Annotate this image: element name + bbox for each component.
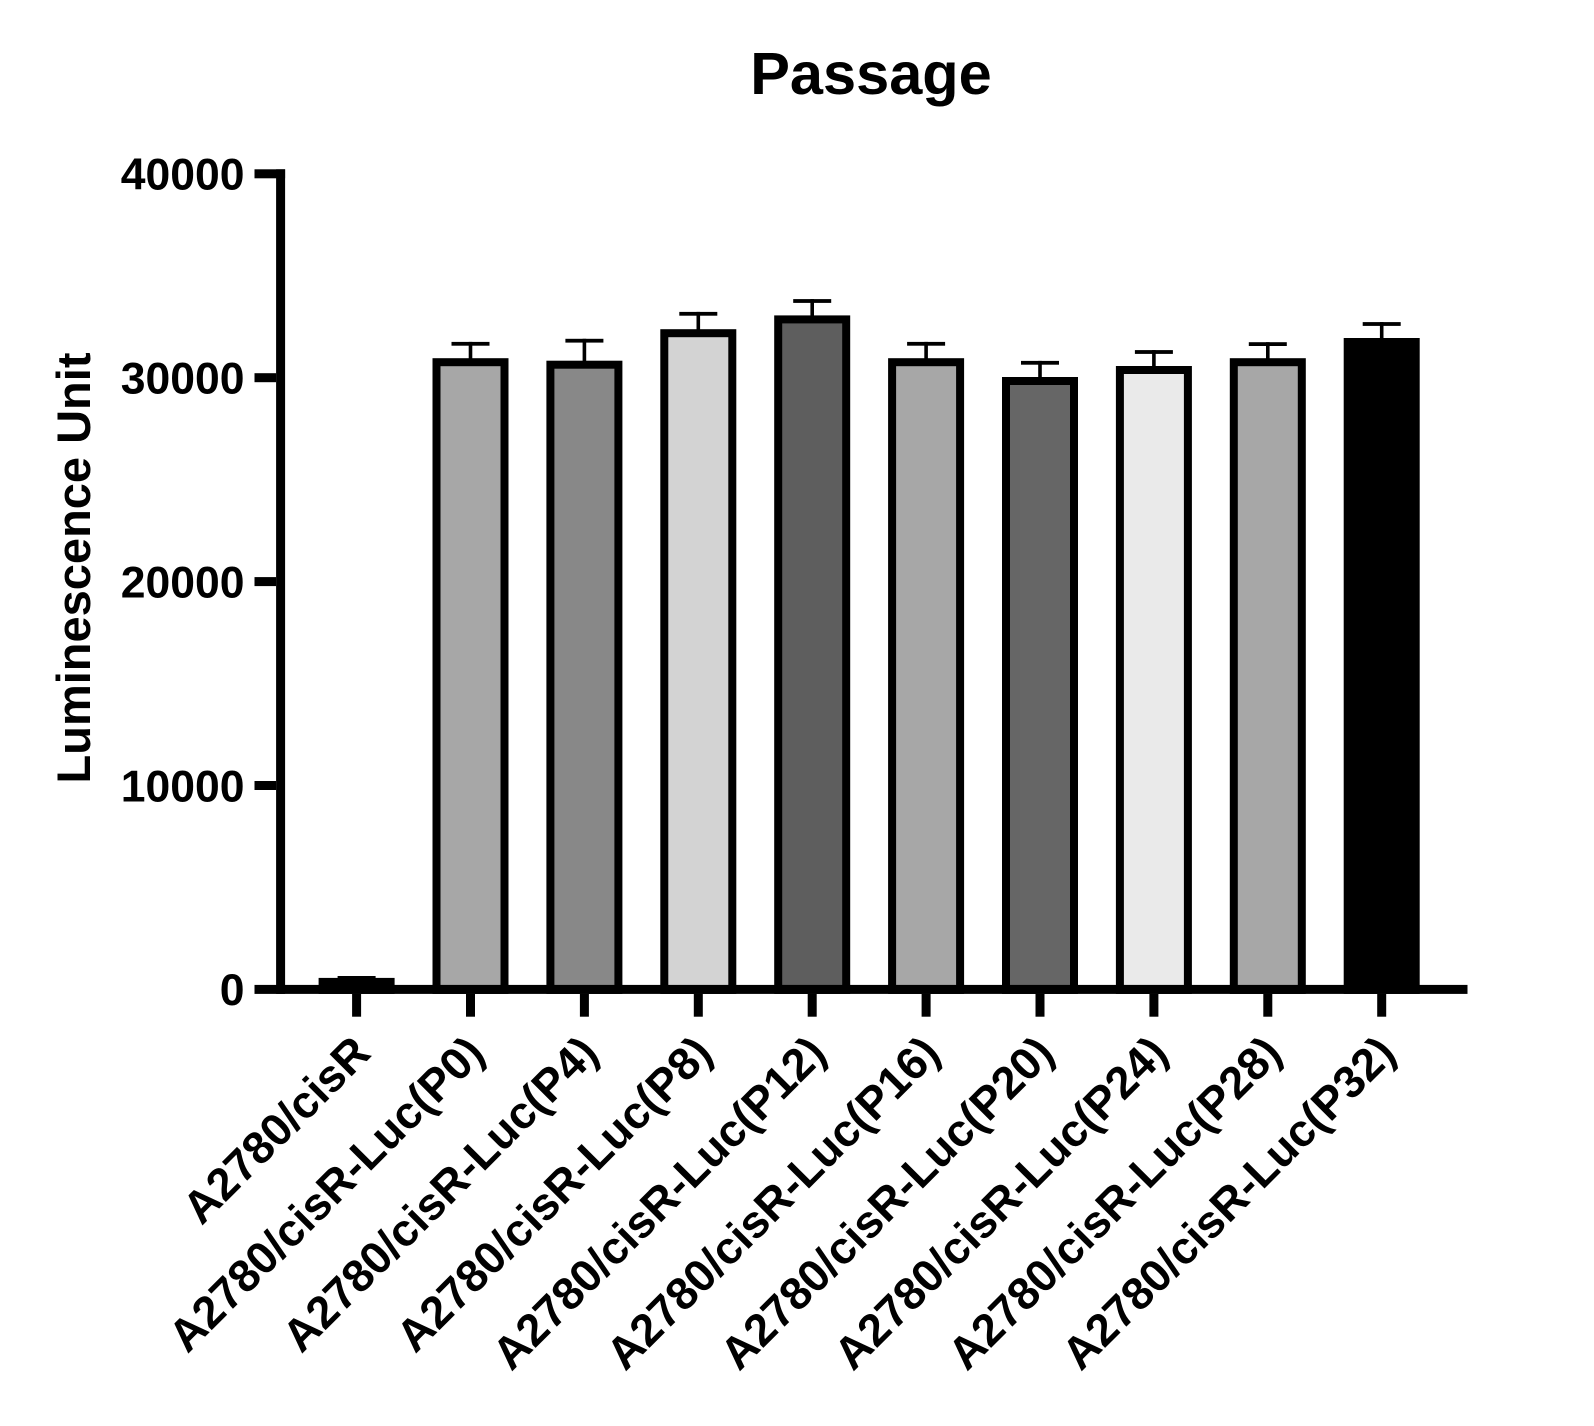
svg-text:Passage: Passage bbox=[750, 40, 992, 107]
svg-text:0: 0 bbox=[220, 966, 245, 1015]
svg-text:40000: 40000 bbox=[121, 151, 245, 200]
svg-text:20000: 20000 bbox=[121, 558, 245, 607]
svg-text:30000: 30000 bbox=[121, 355, 245, 404]
svg-text:10000: 10000 bbox=[121, 762, 245, 811]
svg-text:Luminescence Unit: Luminescence Unit bbox=[47, 352, 100, 783]
